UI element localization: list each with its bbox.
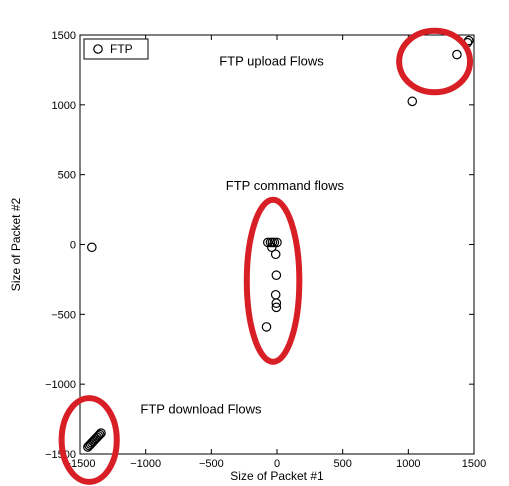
data-points (83, 35, 474, 452)
x-tick-label: 0 (274, 458, 280, 470)
axis-ticks: −1500 −1000 −500 0 500 1000 1500−1500−1000−500… (45, 30, 486, 470)
data-point (452, 49, 462, 60)
x-tick-label: 1500 (462, 458, 486, 470)
data-point (266, 242, 277, 253)
y-tick-label: 1500 (52, 30, 76, 42)
x-tick-label: −1500 (65, 458, 96, 470)
annotations: FTP upload Flows FTP command flows FTP dow… (58, 27, 474, 485)
data-point (270, 249, 281, 260)
data-point (271, 270, 282, 281)
legend-box (83, 38, 149, 60)
x-tick-label: 500 (333, 458, 351, 470)
data-point (261, 322, 272, 332)
data-point (94, 429, 105, 440)
x-axis-label: Size of Packet #1 (230, 469, 324, 483)
y-tick-label: 500 (58, 170, 76, 182)
highlight-ellipse (58, 395, 120, 485)
data-point (272, 237, 282, 248)
data-point (93, 431, 104, 441)
y-tick-label: 0 (70, 240, 76, 252)
data-point (96, 428, 106, 438)
data-point (271, 302, 282, 313)
x-tick-label: −1000 (130, 458, 161, 470)
legend-marker (93, 44, 103, 54)
annotation-label: FTP command flows (226, 178, 345, 193)
x-tick-label: 1000 (396, 458, 420, 470)
data-point (271, 298, 282, 308)
y-tick-label: −500 (51, 309, 76, 321)
y-tick-label: 1000 (52, 100, 76, 112)
highlight-ellipse (243, 196, 303, 365)
legend-entry-ftp: FTP (110, 42, 133, 56)
annotation-label: FTP download Flows (140, 401, 262, 416)
data-point (407, 96, 418, 107)
data-point (269, 237, 280, 248)
y-tick-label: −1000 (45, 379, 76, 391)
data-point (87, 242, 97, 253)
x-tick-label: −500 (199, 458, 224, 470)
annotation-label: FTP upload Flows (219, 54, 324, 69)
legend: FTP (83, 38, 149, 60)
y-axis-label: Size of Packet #2 (9, 197, 23, 291)
highlight-ellipse (396, 27, 474, 96)
data-point (270, 289, 281, 300)
